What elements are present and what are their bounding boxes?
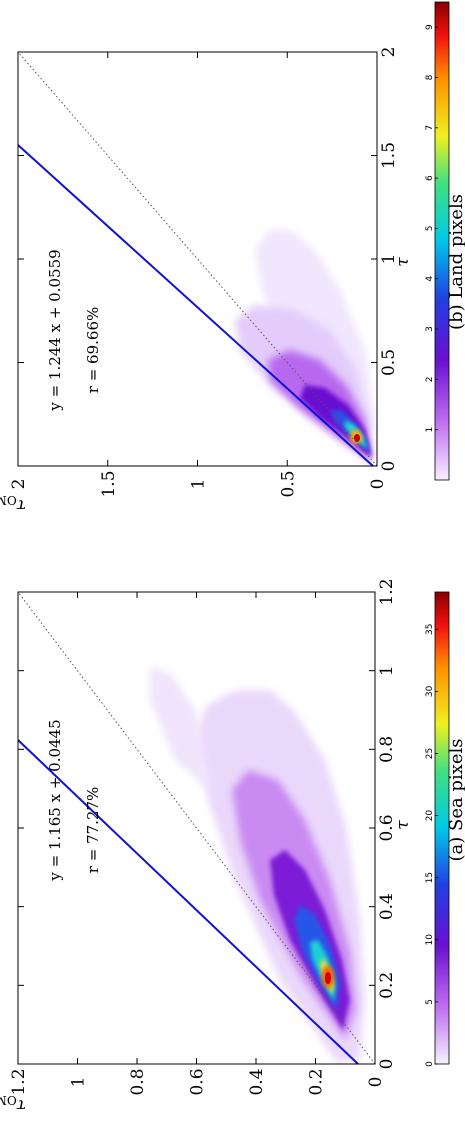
x-tick-label: 0.2 <box>377 972 397 999</box>
x-tick-label: 0.4 <box>377 893 397 920</box>
correlation-label: r = 69.66% <box>84 307 102 393</box>
panel-sea: 0 0.2 0.4 0.6 0.8 1 1.2 0 0.2 0.4 0.6 0.8 1 1.2 τ τO… <box>0 578 465 1115</box>
colorbar-tick-label: 8 <box>425 74 435 80</box>
x-tick-label: 0.5 <box>379 349 399 376</box>
fit-line <box>17 739 359 1065</box>
y-tick-label: 2 <box>9 479 29 490</box>
colorbar-tick-label: 9 <box>425 24 435 30</box>
colorbar-tick-label: 35 <box>425 624 435 635</box>
colorbar-tick-label: 5 <box>425 999 435 1005</box>
colorbar <box>434 1 450 481</box>
svg-text:τOMI: τOMI <box>0 493 26 515</box>
x-tick-label: 2 <box>379 47 399 58</box>
y-tick-label: 0 <box>366 1077 386 1088</box>
y-tick-label: 0.2 <box>307 1068 327 1095</box>
y-tick-label: 0.4 <box>247 1068 267 1095</box>
colorbar-tick-label: 6 <box>425 175 435 181</box>
y-tick-label: 1.2 <box>9 1068 29 1095</box>
x-tick-label: 0.8 <box>377 736 397 763</box>
y-tick-label: 0 <box>368 479 388 490</box>
y-tick-label: 0.5 <box>278 470 298 497</box>
density-cloud <box>150 665 365 1062</box>
y-tick-label: 0.8 <box>128 1068 148 1095</box>
x-tick-label: 1.2 <box>377 578 397 605</box>
colorbar-ticks: 0 5 10 15 20 25 30 35 <box>425 624 438 1067</box>
y-tick-label: 1 <box>69 1077 89 1088</box>
colorbar-ticks: 1 2 3 4 5 6 7 8 9 <box>425 24 438 433</box>
x-tick-label: 0.6 <box>377 814 397 841</box>
colorbar-tick-label: 2 <box>425 377 435 383</box>
colorbar-tick-label: 0 <box>425 1061 435 1067</box>
x-tick-label: 0 <box>377 1059 397 1070</box>
panel-land: 0 0.5 1 1.5 2 0 0.5 1 1.5 2 τ τOMI y = 1.244 x +… <box>0 1 465 515</box>
fit-line <box>17 144 374 467</box>
y-axis-label: τOMI <box>0 1093 26 1115</box>
caption: (a) Sea pixels <box>446 738 465 861</box>
colorbar-tick-label: 15 <box>425 872 435 883</box>
x-axis-ticks: 0 0.2 0.4 0.6 0.8 1 1.2 <box>18 578 397 1069</box>
x-axis-ticks: 0 0.5 1 1.5 2 <box>18 47 399 472</box>
y-axis-label: τOMI <box>0 493 26 515</box>
colorbar-tick-label: 5 <box>425 226 435 232</box>
identity-line <box>17 51 378 467</box>
y-axis-ticks: 0 0.5 1 1.5 2 <box>9 52 388 498</box>
density-cloud <box>235 230 375 462</box>
x-axis-label: τ <box>393 257 413 267</box>
x-tick-label: 1.5 <box>379 142 399 169</box>
caption: (b) Land pixels <box>446 194 465 330</box>
colorbar-tick-label: 7 <box>425 125 435 131</box>
colorbar-tick-label: 1 <box>425 427 435 433</box>
y-tick-label: 0.6 <box>188 1068 208 1095</box>
svg-text:τOMI: τOMI <box>0 1093 26 1115</box>
colorbar-tick-label: 10 <box>425 934 435 946</box>
colorbar-tick-label: 3 <box>425 326 435 332</box>
fit-equation: y = 1.244 x + 0.0559 <box>46 249 64 411</box>
y-tick-label: 1 <box>189 479 209 490</box>
colorbar-tick-label: 4 <box>425 276 435 282</box>
x-tick-label: 1 <box>379 254 399 265</box>
correlation-label: r = 77.27% <box>84 787 102 873</box>
colorbar-tick-label: 30 <box>425 685 435 697</box>
colorbar <box>434 591 450 1065</box>
x-axis-label: τ <box>393 820 413 830</box>
fit-equation: y = 1.165 x + 0.0445 <box>46 719 64 881</box>
identity-line <box>17 591 376 1065</box>
colorbar-tick-label: 20 <box>425 810 435 822</box>
x-tick-label: 1 <box>377 665 397 676</box>
colorbar-tick-label: 25 <box>425 748 435 759</box>
x-tick-label: 0 <box>379 461 399 472</box>
y-axis-ticks: 0 0.2 0.4 0.6 0.8 1 1.2 <box>9 592 386 1096</box>
y-tick-label: 1.5 <box>99 470 119 497</box>
